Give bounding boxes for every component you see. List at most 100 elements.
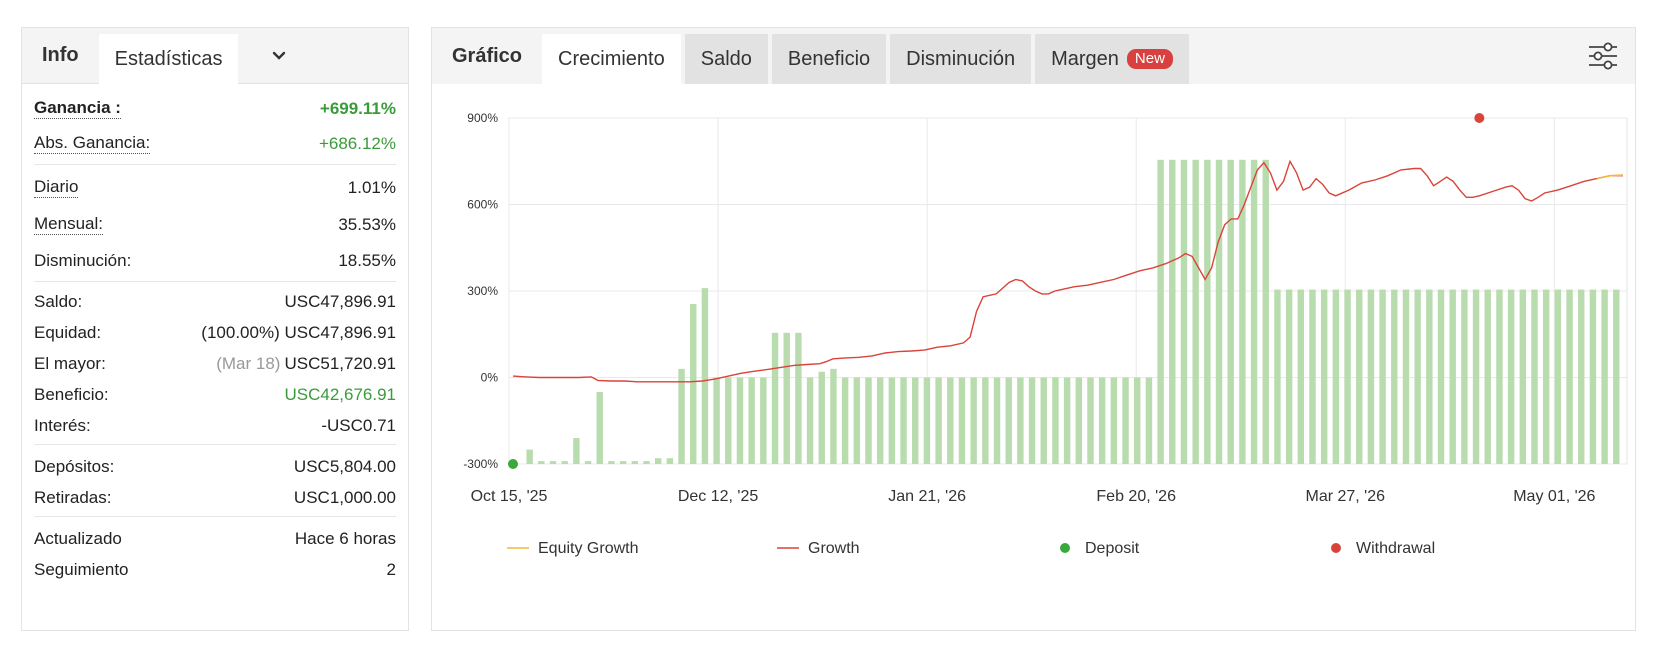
bar bbox=[1484, 289, 1491, 464]
chart-y-ticks: 900% 600% 300% 0% -300% bbox=[463, 111, 498, 471]
tab-balance[interactable]: Saldo bbox=[684, 34, 768, 84]
daily-value: 1.01% bbox=[347, 177, 396, 197]
balance-label: Saldo: bbox=[34, 292, 83, 311]
abs-gain-value: +686.12% bbox=[318, 133, 396, 153]
growth-line bbox=[512, 159, 1623, 383]
bar bbox=[654, 458, 662, 464]
tracking-label: Seguimiento bbox=[34, 560, 129, 579]
bar bbox=[1426, 289, 1433, 464]
bar bbox=[982, 377, 989, 464]
stats-tabs: Info Estadísticas bbox=[22, 28, 408, 84]
bar bbox=[818, 371, 825, 464]
tab-margin[interactable]: Margen New bbox=[1035, 34, 1189, 84]
legend-swatch bbox=[1060, 543, 1070, 553]
balance-row: Saldo: USC47,896.91 bbox=[34, 292, 396, 312]
tab-statistics[interactable]: Estadísticas bbox=[98, 34, 239, 84]
bar bbox=[1285, 289, 1293, 464]
daily-label[interactable]: Diario bbox=[34, 177, 79, 198]
bar bbox=[1122, 377, 1129, 464]
bar bbox=[1496, 289, 1503, 464]
x-tick-label: Feb 20, '26 bbox=[1096, 488, 1176, 505]
legend-label: Equity Growth bbox=[538, 540, 638, 557]
bar bbox=[795, 332, 802, 464]
bar bbox=[1204, 159, 1211, 464]
monthly-label[interactable]: Mensual: bbox=[34, 214, 103, 235]
tab-margin-label: Margen bbox=[1051, 47, 1119, 70]
gain-label[interactable]: Ganancia : bbox=[34, 98, 121, 119]
bar bbox=[1309, 289, 1316, 464]
interest-value: -USC0.71 bbox=[321, 416, 396, 435]
bar bbox=[1005, 377, 1012, 464]
bar bbox=[538, 461, 545, 464]
bar bbox=[561, 461, 568, 464]
legend-swatch bbox=[1331, 543, 1341, 553]
bar bbox=[1169, 159, 1176, 464]
equity-growth-line bbox=[1596, 174, 1624, 180]
bar bbox=[841, 377, 849, 464]
interest-label: Interés: bbox=[34, 416, 91, 435]
bar bbox=[935, 377, 942, 464]
bar bbox=[1379, 289, 1386, 464]
bar bbox=[923, 377, 931, 464]
bar bbox=[1402, 289, 1410, 464]
bar bbox=[900, 377, 907, 464]
bar bbox=[549, 461, 557, 464]
highest-row: El mayor: (Mar 18) USC51,720.91 bbox=[34, 354, 396, 374]
bar bbox=[947, 377, 954, 464]
bar bbox=[1227, 159, 1234, 464]
bar bbox=[1110, 377, 1118, 464]
y-tick-label: 300% bbox=[467, 284, 498, 298]
bar bbox=[1601, 289, 1608, 464]
chart-lines bbox=[512, 159, 1624, 383]
bar bbox=[1063, 377, 1071, 464]
equity-pct: (100.00%) bbox=[201, 323, 280, 342]
growth-chart[interactable]: 900% 600% 300% 0% -300% Oct 15, '25 Dec 12, '… bbox=[432, 88, 1637, 628]
gain-group: Ganancia : +699.11% Abs. Ganancia: +686.… bbox=[34, 84, 396, 165]
bar bbox=[1461, 289, 1468, 464]
bar bbox=[1367, 289, 1375, 464]
x-tick-label: Jan 21, '26 bbox=[888, 488, 966, 505]
bar bbox=[1098, 377, 1106, 464]
balance-value: USC47,896.91 bbox=[284, 292, 396, 311]
bar bbox=[1145, 377, 1153, 464]
gain-row: Ganancia : +699.11% bbox=[34, 98, 396, 119]
stats-body: Ganancia : +699.11% Abs. Ganancia: +686.… bbox=[22, 84, 408, 586]
equity-row: Equidad: (100.00%) USC47,896.91 bbox=[34, 323, 396, 343]
bar bbox=[643, 461, 650, 464]
interest-row: Interés: -USC0.71 bbox=[34, 416, 396, 436]
bar bbox=[631, 461, 639, 464]
chart-bars bbox=[526, 159, 1620, 464]
bar bbox=[1320, 289, 1328, 464]
bar bbox=[1297, 289, 1305, 464]
balance-group: Saldo: USC47,896.91 Equidad: (100.00%) U… bbox=[34, 282, 396, 445]
bar bbox=[1180, 159, 1188, 464]
bar bbox=[713, 377, 720, 464]
updated-group: Actualizado Hace 6 horas Seguimiento 2 bbox=[34, 517, 396, 586]
chart-panel: Gráfico Crecimiento Saldo Beneficio Dism… bbox=[431, 27, 1636, 631]
deposits-label: Depósitos: bbox=[34, 457, 115, 476]
bar bbox=[876, 377, 884, 464]
chevron-down-icon[interactable] bbox=[267, 44, 291, 68]
bar bbox=[1589, 289, 1597, 464]
bar bbox=[830, 368, 837, 464]
bar bbox=[806, 377, 814, 464]
x-tick-label: Mar 27, '26 bbox=[1305, 488, 1385, 505]
tab-info[interactable]: Info bbox=[42, 44, 79, 66]
updated-value: Hace 6 horas bbox=[294, 529, 396, 548]
bar bbox=[1274, 289, 1281, 464]
abs-gain-label[interactable]: Abs. Ganancia: bbox=[34, 133, 151, 154]
withdrawals-value: USC1,000.00 bbox=[293, 488, 396, 507]
y-tick-label: 0% bbox=[481, 371, 499, 385]
bar bbox=[1519, 289, 1527, 464]
bar bbox=[1437, 289, 1445, 464]
tab-drawdown[interactable]: Disminución bbox=[890, 34, 1032, 84]
chart-settings-icon[interactable] bbox=[1587, 40, 1619, 72]
deposit-point bbox=[508, 459, 518, 469]
bar bbox=[1578, 289, 1585, 464]
withdrawals-row: Retiradas: USC1,000.00 bbox=[34, 488, 396, 508]
highest-date: (Mar 18) bbox=[216, 354, 281, 373]
tab-profit[interactable]: Beneficio bbox=[771, 34, 887, 84]
tab-growth[interactable]: Crecimiento bbox=[542, 34, 681, 84]
bar bbox=[1507, 289, 1515, 464]
daily-row: Diario 1.01% bbox=[34, 177, 396, 198]
